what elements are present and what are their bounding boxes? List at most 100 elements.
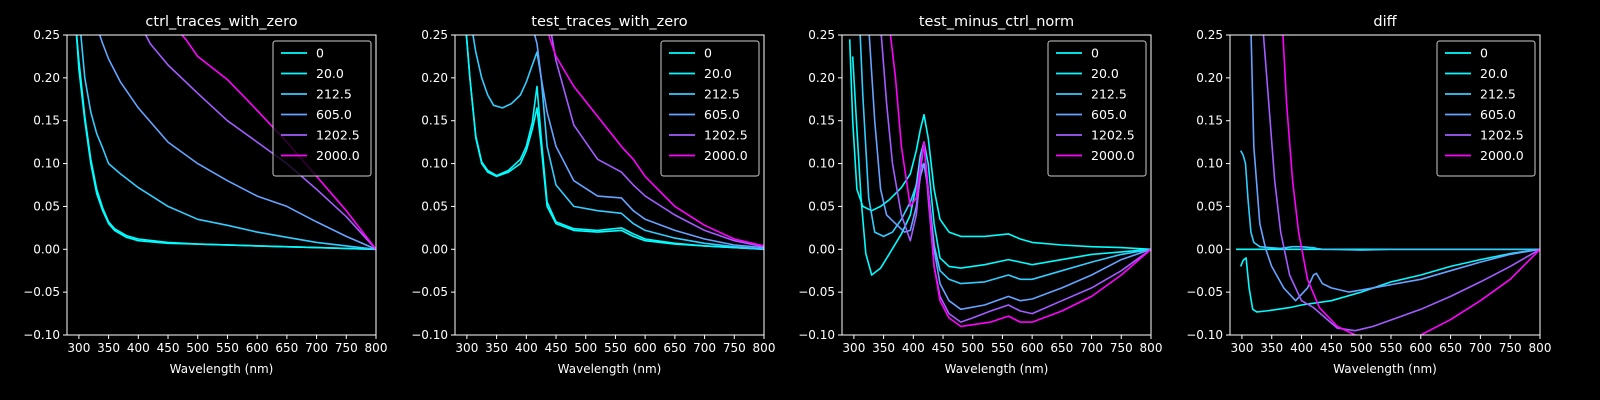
x-tick-label: 750: [335, 341, 358, 355]
chart-panel: 300 350 400 450 500 550 600 650 700 750 800 −0.10 −0…: [798, 14, 1162, 376]
axes-frame: [841, 34, 1152, 336]
x-tick-label: 350: [97, 341, 120, 355]
legend-label: 212.5: [316, 87, 352, 102]
x-tick-label: 450: [932, 341, 955, 355]
x-tick-label: 650: [1439, 341, 1462, 355]
legend: 0 20.0 212.5 605.0 1202.5 2000.0: [660, 40, 760, 177]
legend-box: [1047, 40, 1147, 177]
legend-label: 20.0: [1091, 66, 1119, 81]
series-line: [1282, 35, 1540, 335]
y-tick-label: 0.00: [421, 242, 448, 256]
series-line: [880, 35, 1151, 323]
series-group: [75, 35, 376, 251]
x-tick-label: 600: [1021, 341, 1044, 355]
x-tick-label: 300: [67, 341, 90, 355]
series-line: [889, 35, 1151, 328]
legend-label: 1202.5: [1091, 128, 1135, 143]
x-tick-label: 500: [961, 341, 984, 355]
series-line: [1240, 150, 1540, 251]
y-tick-label: 0.20: [1196, 71, 1223, 85]
y-tick-label: 0.20: [808, 71, 835, 85]
x-tick-label: 500: [574, 341, 597, 355]
y-tick-label: −0.05: [1186, 285, 1223, 299]
legend-label: 20.0: [704, 66, 732, 81]
y-tick-label: −0.05: [798, 285, 835, 299]
axes-frame: [66, 34, 377, 336]
x-tick-label: 400: [127, 341, 150, 355]
series-line: [851, 56, 1151, 276]
y-tick-label: 0.05: [1196, 199, 1223, 213]
series-line: [1262, 35, 1540, 332]
x-tick-label: 600: [246, 341, 269, 355]
axes-frame: [1229, 34, 1541, 336]
legend-label: 0: [316, 46, 324, 61]
x-tick-label: 350: [872, 341, 895, 355]
legend-label: 212.5: [1480, 87, 1516, 102]
chart-panel: 300 350 400 450 500 550 600 650 700 750 800 −0.10 −0…: [23, 14, 387, 376]
legend-label: 20.0: [316, 66, 344, 81]
legend-label: 2000.0: [316, 148, 360, 163]
x-tick-label: 650: [1050, 341, 1073, 355]
legend-label: 0: [704, 46, 712, 61]
y-tick-label: −0.10: [798, 328, 835, 342]
series-line: [144, 35, 376, 250]
y-tick-label: 0.15: [421, 114, 448, 128]
y-tick-label: 0.15: [1196, 114, 1223, 128]
legend-box: [272, 40, 372, 177]
y-tick-label: −0.10: [411, 328, 448, 342]
x-tick-label: 450: [1320, 341, 1343, 355]
legend-label: 605.0: [1480, 107, 1516, 122]
chart-title: test_minus_ctrl_norm: [919, 14, 1074, 30]
x-tick-label: 550: [216, 341, 239, 355]
series-group: [848, 35, 1151, 328]
chart-panel: 300 350 400 450 500 550 600 650 700 750 800 −0.10 −0…: [1186, 14, 1551, 376]
legend-label: 212.5: [704, 87, 740, 102]
y-tick-label: 0.25: [33, 28, 60, 42]
x-tick-label: 350: [1260, 341, 1283, 355]
x-tick-label: 800: [1529, 341, 1552, 355]
x-tick-label: 700: [1469, 341, 1492, 355]
x-tick-label: 400: [515, 341, 538, 355]
x-tick-label: 450: [545, 341, 568, 355]
y-tick-label: 0.25: [421, 28, 448, 42]
series-line: [80, 35, 376, 251]
y-tick-label: 0.05: [808, 199, 835, 213]
y-tick-label: −0.05: [411, 285, 448, 299]
x-axis-label: Wavelength (nm): [170, 362, 274, 376]
x-tick-label: 550: [1380, 341, 1403, 355]
x-tick-label: 550: [604, 341, 627, 355]
series-line: [75, 35, 376, 251]
x-tick-label: 300: [1230, 341, 1253, 355]
legend: 0 20.0 212.5 605.0 1202.5 2000.0: [1436, 40, 1536, 177]
series-line: [548, 35, 764, 247]
y-tick-label: 0.00: [33, 242, 60, 256]
y-tick-label: 0.10: [1196, 157, 1223, 171]
chart-title: ctrl_traces_with_zero: [145, 14, 297, 30]
series-line: [1250, 35, 1540, 302]
chart-panel: 300 350 400 450 500 550 600 650 700 750 800 −0.10 −0…: [411, 14, 775, 376]
y-tick-label: 0.15: [808, 114, 835, 128]
x-tick-label: 800: [753, 341, 776, 355]
x-tick-label: 600: [1409, 341, 1432, 355]
series-group: [465, 35, 764, 251]
y-tick-label: 0.15: [33, 114, 60, 128]
y-tick-label: 0.20: [421, 71, 448, 85]
y-tick-label: 0.05: [33, 199, 60, 213]
chart-title: diff: [1373, 14, 1397, 30]
y-tick-label: 0.10: [421, 157, 448, 171]
x-tick-label: 750: [723, 341, 746, 355]
series-line: [550, 35, 764, 248]
y-tick-label: 0.20: [33, 71, 60, 85]
y-tick-label: 0.00: [1196, 242, 1223, 256]
y-tick-label: −0.10: [23, 328, 60, 342]
legend-label: 212.5: [1091, 87, 1127, 102]
x-tick-label: 500: [186, 341, 209, 355]
x-tick-label: 650: [275, 341, 298, 355]
y-tick-label: 0.00: [808, 242, 835, 256]
series-line: [98, 35, 376, 251]
y-tick-label: −0.10: [1186, 328, 1223, 342]
x-tick-label: 500: [1350, 341, 1373, 355]
legend-label: 1202.5: [1480, 128, 1524, 143]
x-tick-label: 400: [902, 341, 925, 355]
axes-frame: [454, 34, 765, 336]
